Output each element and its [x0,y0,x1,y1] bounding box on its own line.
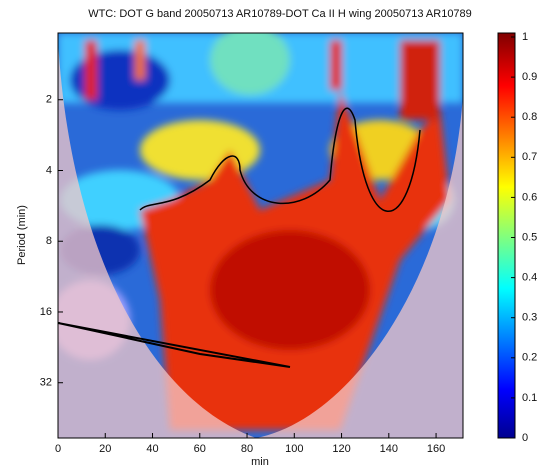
colorbar-tick-label: 0.7 [522,151,537,163]
chart-title: WTC: DOT G band 20050713 AR10789-DOT Ca … [88,8,472,20]
y-axis-label: Period (min) [16,205,28,265]
colorbar-tick-label: 0.2 [522,352,537,364]
y-tick-label: 16 [40,306,52,318]
colorbar-tick-label: 0.8 [522,111,537,123]
colorbar-tick-label: 0.6 [522,191,537,203]
colorbar-tick-label: 0.9 [522,71,537,83]
y-tick-label: 4 [46,164,52,176]
y-tick-label: 8 [46,235,52,247]
y-tick-label: 32 [40,377,52,389]
x-tick-label: 80 [241,443,253,455]
x-tick-label: 60 [194,443,206,455]
x-tick-label: 20 [99,443,111,455]
colorbar-tick-label: 0 [522,432,528,444]
x-tick-label: 0 [55,443,61,455]
x-tick-label: 160 [427,443,445,455]
colorbar-tick-label: 0.1 [522,392,537,404]
heatmap [50,25,463,438]
x-tick-label: 140 [380,443,398,455]
x-axis-label: min [251,456,269,468]
colorbar-tick-label: 0.4 [522,272,537,284]
chart: WTC: DOT G band 20050713 AR10789-DOT Ca … [0,0,556,468]
x-tick-label: 120 [332,443,350,455]
colorbar-tick-label: 1 [522,31,528,43]
colorbar [498,33,515,438]
colorbar-tick-label: 0.5 [522,231,537,243]
x-tick-label: 100 [285,443,303,455]
colorbar-tick-label: 0.3 [522,312,537,324]
x-tick-label: 40 [146,443,158,455]
y-tick-label: 2 [46,94,52,106]
